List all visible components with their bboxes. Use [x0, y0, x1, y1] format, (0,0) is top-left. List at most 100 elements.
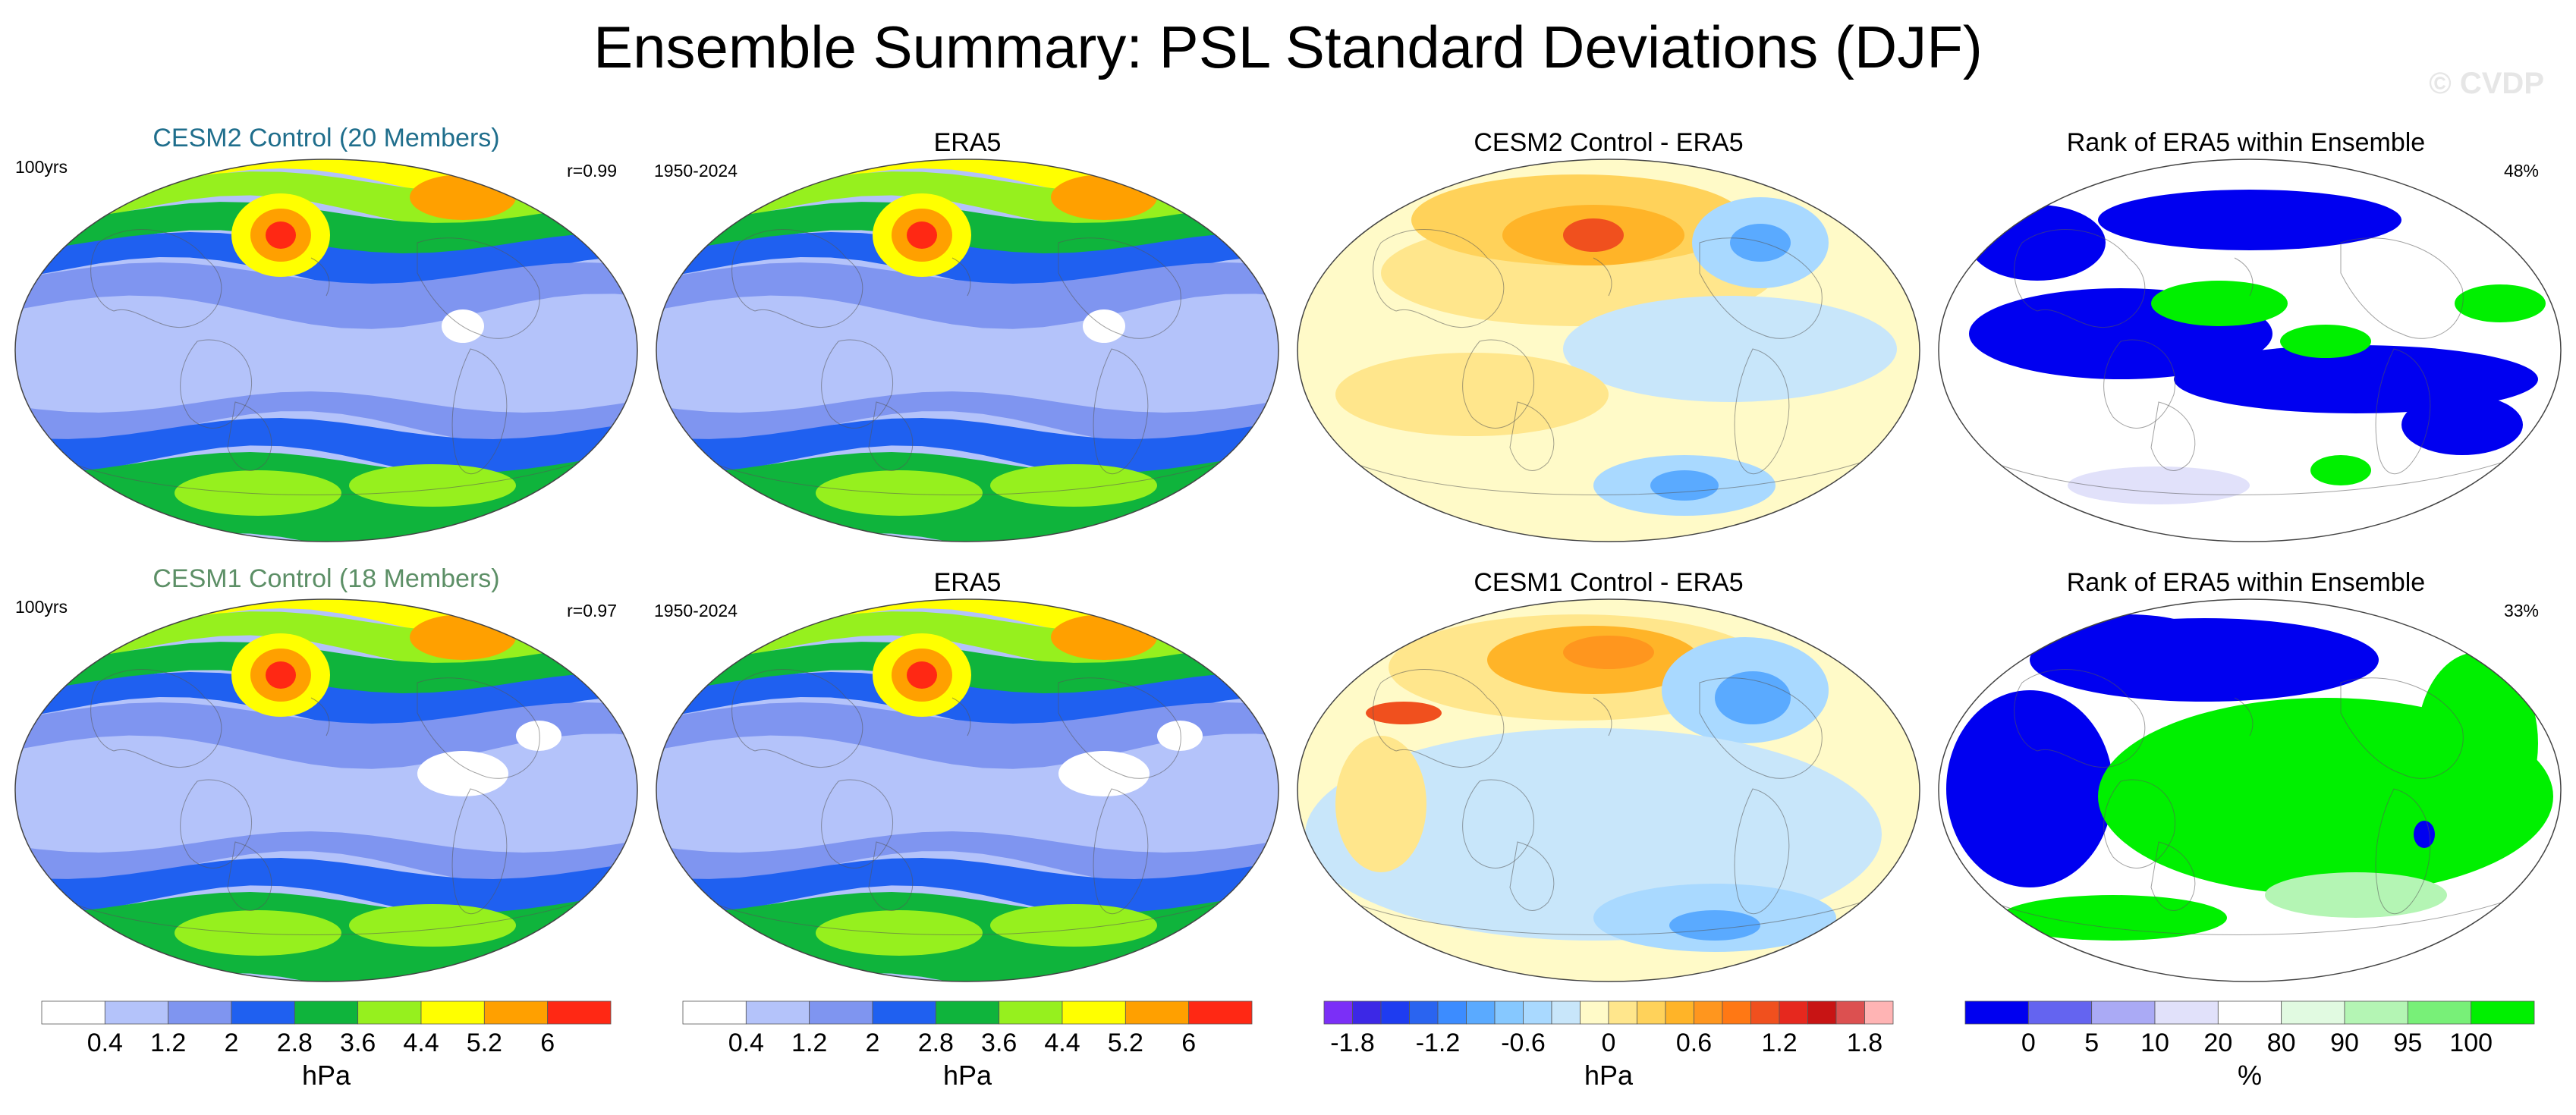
coastline	[2014, 669, 2146, 768]
coastline	[2234, 257, 2254, 297]
colorbar-tick-label: 0.4	[87, 1029, 123, 1057]
low-rank-region-5	[2401, 394, 2523, 455]
low-variability-region	[1058, 751, 1150, 796]
southern-ocean-max	[816, 910, 983, 956]
colorbar-swatch	[1694, 1000, 1723, 1025]
positive-anomaly-peak	[1563, 218, 1624, 252]
band-south-blue	[656, 858, 1279, 921]
coastline	[951, 697, 971, 737]
colorbar-swatch	[1409, 1000, 1439, 1025]
map-outline	[1297, 598, 1920, 982]
map-field-r2p2	[656, 599, 1279, 982]
panel-title-r1p3: CESM2 Control - ERA5	[1474, 128, 1744, 157]
southern-ocean-max	[816, 470, 983, 516]
colorbar-swatch	[41, 1000, 105, 1025]
coastline	[694, 894, 1241, 935]
low-rank-spot	[2414, 821, 2435, 848]
colorbar-swatch	[1551, 1000, 1581, 1025]
map-field-r1p1	[15, 159, 637, 542]
coastline	[1734, 348, 1790, 475]
map-r2p1	[14, 598, 638, 982]
colorbar-swatch	[357, 1000, 422, 1025]
colorbar-diff: -1.8 -1.2 -0.6 0 0.6 1.2 1.8 hPa	[1323, 1000, 1894, 1091]
band-south-light	[15, 391, 637, 447]
coastline	[868, 401, 914, 471]
colorbar-tick-label: 1.2	[791, 1029, 827, 1057]
colorbar-tick-label: -1.2	[1416, 1029, 1461, 1057]
coastline	[1593, 257, 1612, 297]
pressure-max-arctic	[1051, 614, 1157, 660]
colorbar-swatch	[1124, 1000, 1190, 1025]
colorbar-tick-label: 95	[2393, 1029, 2422, 1057]
pressure-max-atlantic	[709, 601, 800, 628]
southern-ocean-max	[175, 470, 341, 516]
southern-ocean-max	[175, 910, 341, 956]
band-south-light	[656, 391, 1279, 447]
coastline	[2340, 237, 2464, 339]
coastline	[1335, 894, 1882, 935]
pressure-max-arctic	[410, 174, 516, 220]
colorbar-swatch	[1722, 1000, 1751, 1025]
colorbar-swatch	[1062, 1000, 1126, 1025]
colorbar-tick-label: -0.6	[1501, 1029, 1546, 1057]
high-rank-region-3	[2455, 284, 2546, 322]
coastline	[1058, 237, 1181, 339]
colorbar-tick-label: 5.2	[1108, 1029, 1143, 1057]
colorbar-swatch	[2217, 1000, 2282, 1025]
coastline	[52, 894, 600, 935]
band-south-blue	[656, 418, 1279, 481]
southern-ocean-max-2	[349, 464, 516, 507]
correlation-label-r2p1: r=0.97	[567, 601, 617, 620]
years-label-r1p1: 100yrs	[15, 157, 68, 177]
panel-title-r2p2: ERA5	[933, 568, 1002, 597]
band-south-green	[15, 892, 637, 982]
panel-title-r2p1: CESM1 Control (18 Members)	[153, 564, 500, 593]
panel-title-r1p4: Rank of ERA5 within Ensemble	[2066, 128, 2426, 157]
positive-anomaly-europe	[1366, 702, 1442, 724]
map-outline	[656, 598, 1279, 982]
years-label-r1p2: 1950-2024	[654, 161, 738, 181]
coastline	[1976, 454, 2524, 495]
coastline	[2150, 841, 2196, 911]
coastline	[2103, 779, 2175, 868]
watermark: © CVDP	[2429, 67, 2544, 100]
coastline	[451, 788, 508, 915]
colorbar-tick-label: 0.4	[728, 1029, 764, 1057]
coastline	[310, 697, 330, 737]
high-rank-region-1	[2151, 281, 2288, 326]
colorbar-swatch	[872, 1000, 936, 1025]
pressure-max-atlantic	[709, 161, 800, 188]
coastline	[310, 257, 330, 297]
negative-anomaly-arctic-core	[1715, 671, 1791, 724]
coastline	[1093, 348, 1149, 475]
map-field-r1p3	[1297, 159, 1920, 542]
map-field-r2p3	[1297, 599, 1920, 982]
colorbar-tick-label: 1.2	[1761, 1029, 1797, 1057]
coastline	[821, 339, 893, 429]
map-r2p4	[1938, 598, 2562, 982]
colorbar-swatch	[168, 1000, 232, 1025]
coastline	[731, 669, 863, 768]
southern-ocean-max-2	[990, 904, 1157, 947]
band-south-green	[15, 452, 637, 542]
colorbar-tick-label: 0	[1602, 1029, 1616, 1057]
coastline	[2340, 677, 2464, 779]
colorbar-swatch	[1964, 1000, 2029, 1025]
coastline	[227, 841, 272, 911]
map-r1p2	[656, 159, 1279, 542]
coastline	[1976, 894, 2524, 935]
negative-anomaly-south-core	[1669, 910, 1760, 941]
mid-rank-region	[2068, 466, 2250, 504]
colorbar-tick-label: 0	[2021, 1029, 2036, 1057]
map-field-r1p4	[1939, 159, 2561, 542]
colorbar-swatch	[1665, 1000, 1694, 1025]
percent-label-r1p4: 48%	[2503, 161, 2539, 181]
coastline	[227, 401, 272, 471]
map-field-r2p4	[1939, 599, 2561, 982]
colorbar-swatch	[2091, 1000, 2156, 1025]
colorbar-swatch	[1466, 1000, 1496, 1025]
map-r1p4	[1938, 159, 2562, 542]
colorbar-swatch	[1608, 1000, 1637, 1025]
colorbar-swatch	[1637, 1000, 1666, 1025]
low-rank-region-3	[2052, 614, 2204, 660]
